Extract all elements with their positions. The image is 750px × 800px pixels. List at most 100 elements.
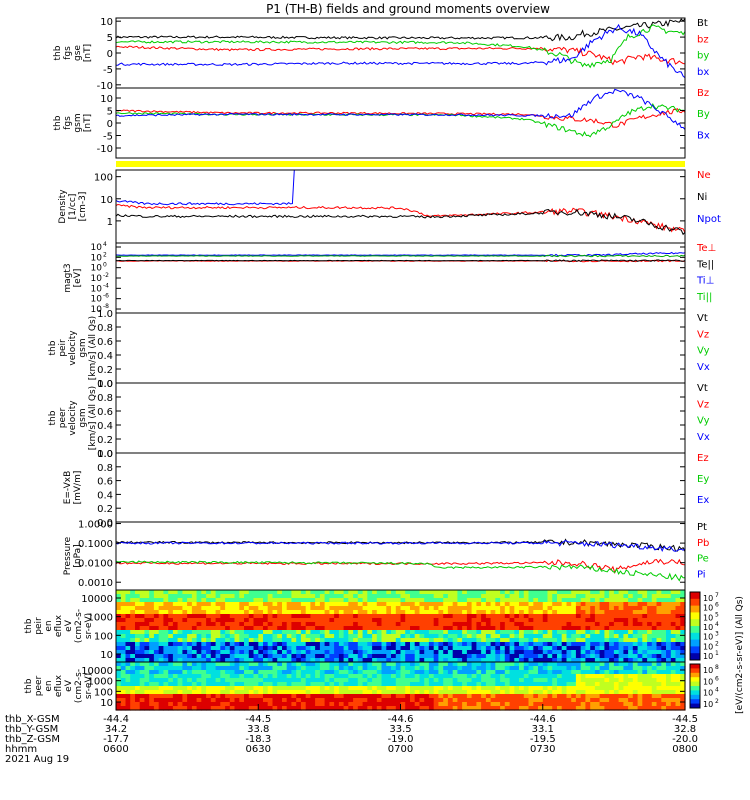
heat-cell bbox=[158, 706, 164, 711]
heat-cell bbox=[172, 622, 179, 627]
heat-cell bbox=[519, 614, 525, 619]
heat-cell bbox=[225, 702, 231, 707]
heat-cell bbox=[476, 654, 482, 659]
heat-cell bbox=[130, 634, 136, 639]
heat-cell bbox=[495, 614, 501, 619]
heat-cell bbox=[666, 670, 672, 675]
heat-cell bbox=[386, 602, 392, 607]
y-axis-label: Pressure [nPa] bbox=[63, 536, 83, 575]
heat-cell bbox=[357, 690, 364, 695]
heat-cell bbox=[561, 694, 567, 699]
heat-cell bbox=[623, 654, 629, 659]
heat-cell bbox=[139, 658, 145, 663]
heat-cell bbox=[210, 626, 217, 631]
heat-cell bbox=[490, 698, 496, 703]
heat-cell bbox=[400, 702, 406, 707]
heat-cell bbox=[481, 590, 487, 595]
heat-cell bbox=[519, 686, 525, 691]
heat-cell bbox=[149, 626, 155, 631]
heat-cell bbox=[125, 650, 131, 655]
heat-cell bbox=[575, 674, 582, 679]
legend-Pt: Pt bbox=[697, 522, 707, 533]
heat-cell bbox=[680, 594, 686, 599]
heat-cell bbox=[405, 654, 411, 659]
heat-cell bbox=[391, 658, 397, 663]
heat-cell bbox=[594, 638, 601, 643]
legend-Bt: Bt bbox=[697, 18, 708, 29]
heat-cell bbox=[196, 654, 202, 659]
heat-cell bbox=[438, 638, 444, 643]
heat-cell bbox=[125, 690, 131, 695]
heat-cell bbox=[490, 670, 496, 675]
heat-cell bbox=[599, 670, 605, 675]
heat-cell bbox=[609, 666, 615, 671]
y-tick-label: 10 bbox=[91, 243, 103, 253]
heat-cell bbox=[471, 678, 477, 683]
heat-cell bbox=[225, 602, 231, 607]
heat-cell bbox=[628, 614, 634, 619]
heat-cell bbox=[381, 682, 387, 687]
heat-cell bbox=[153, 610, 160, 615]
heat-cell bbox=[353, 590, 359, 595]
heat-cell bbox=[623, 694, 629, 699]
heat-cell bbox=[466, 694, 473, 699]
heat-cell bbox=[391, 646, 397, 651]
legend-Ex: Ex bbox=[697, 495, 709, 506]
heat-cell bbox=[244, 658, 250, 663]
y-tick-label: 100 bbox=[94, 687, 113, 698]
heat-cell bbox=[637, 698, 643, 703]
heat-cell bbox=[253, 682, 259, 687]
heat-cell bbox=[130, 626, 136, 631]
heat-cell bbox=[566, 698, 572, 703]
heat-cell bbox=[286, 702, 292, 707]
heat-cell bbox=[466, 682, 473, 687]
heat-cell bbox=[661, 598, 667, 603]
heat-cell bbox=[514, 662, 520, 667]
heat-cell bbox=[609, 654, 615, 659]
heat-cell bbox=[552, 666, 558, 671]
heat-cell bbox=[300, 658, 307, 663]
heat-cell bbox=[220, 666, 226, 671]
heat-cell bbox=[613, 614, 620, 619]
heat-cell bbox=[485, 646, 492, 651]
heat-cell bbox=[433, 686, 439, 691]
heat-cell bbox=[599, 646, 605, 651]
heat-cell bbox=[500, 666, 506, 671]
heat-cell bbox=[329, 610, 335, 615]
heat-cell bbox=[405, 674, 411, 679]
heat-cell bbox=[571, 694, 577, 699]
heat-cell bbox=[585, 642, 591, 647]
heat-cell bbox=[395, 654, 402, 659]
heat-cell bbox=[485, 670, 492, 675]
heat-cell bbox=[353, 626, 359, 631]
heat-cell bbox=[168, 678, 174, 683]
heat-cell bbox=[272, 622, 278, 627]
heat-cell bbox=[561, 658, 567, 663]
heat-cell bbox=[504, 682, 511, 687]
heat-cell bbox=[552, 702, 558, 707]
heat-cell bbox=[324, 678, 330, 683]
heat-cell bbox=[609, 702, 615, 707]
heat-cell bbox=[182, 642, 188, 647]
heat-cell bbox=[452, 590, 458, 595]
heat-cell bbox=[533, 606, 539, 611]
heat-cell bbox=[590, 686, 596, 691]
heat-cell bbox=[272, 630, 278, 635]
heat-cell bbox=[239, 686, 245, 691]
heat-cell bbox=[590, 642, 596, 647]
heat-cell bbox=[414, 682, 420, 687]
heat-cell bbox=[647, 614, 653, 619]
heat-cell bbox=[348, 686, 354, 691]
heat-cell bbox=[485, 674, 492, 679]
heat-cell bbox=[552, 646, 558, 651]
heat-cell bbox=[367, 674, 373, 679]
heat-cell bbox=[604, 682, 610, 687]
heat-cell bbox=[348, 682, 354, 687]
heat-cell bbox=[338, 646, 345, 651]
heat-cell bbox=[443, 650, 449, 655]
heat-cell bbox=[628, 598, 634, 603]
heat-cell bbox=[609, 686, 615, 691]
heat-cell bbox=[443, 702, 449, 707]
heat-cell bbox=[618, 646, 624, 651]
heat-cell bbox=[172, 658, 179, 663]
